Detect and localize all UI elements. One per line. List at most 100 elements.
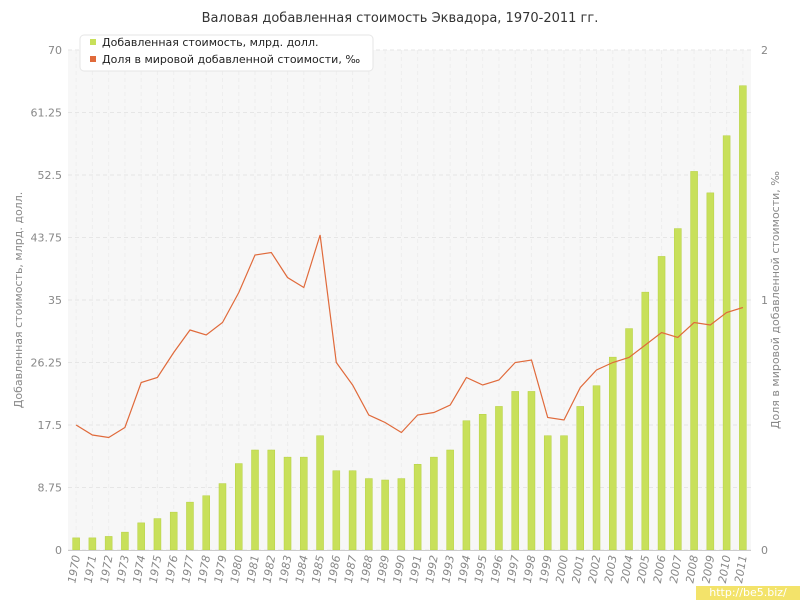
- bar-1973: [121, 531, 129, 551]
- x-tick-label-1999: 1999: [537, 554, 555, 584]
- right-tick-label: 0: [761, 544, 768, 557]
- bar-1986: [332, 470, 341, 551]
- bar-2008: [690, 171, 698, 551]
- bar-2000: [560, 435, 568, 551]
- x-tick-label-2003: 2003: [602, 554, 620, 584]
- legend-box: [79, 34, 374, 72]
- x-tick-label-2000: 2000: [553, 554, 571, 584]
- right-tick-label: 2: [761, 44, 768, 57]
- left-tick-label: 8.75: [38, 482, 63, 495]
- bar-1990: [397, 478, 406, 551]
- x-tick-label-2011: 2011: [732, 554, 750, 584]
- bar-1991: [413, 464, 422, 551]
- x-tick-label-2008: 2008: [683, 554, 701, 584]
- x-tick-label-1976: 1976: [163, 554, 181, 584]
- right-axis-label: Доля в мировой добавленной стоимости, ‰: [769, 171, 782, 429]
- bar-series: [72, 85, 747, 551]
- x-tick-label-2001: 2001: [570, 554, 588, 584]
- left-axis-ticks: 0 8.75 17.5 26.25 35 43.75 52.5 61.25 70: [31, 44, 63, 557]
- x-tick-label-1970: 1970: [65, 554, 83, 584]
- x-tick-label-1996: 1996: [488, 554, 506, 584]
- legend-label-value-added: Добавленная стоимость, млрд. долл.: [102, 36, 318, 49]
- bar-1988: [365, 478, 373, 551]
- legend-label-world-share: Доля в мировой добавленной стоимости, ‰: [102, 53, 360, 66]
- x-tick-label-1980: 1980: [228, 554, 246, 584]
- bar-2007: [674, 228, 682, 551]
- left-tick-label: 35: [48, 294, 62, 307]
- x-tick-label-1988: 1988: [358, 554, 376, 584]
- left-tick-label: 52.5: [38, 169, 63, 182]
- legend-swatch-bar: [90, 39, 96, 45]
- bar-2010: [722, 135, 731, 551]
- left-tick-label: 43.75: [31, 232, 63, 245]
- x-tick-label-2006: 2006: [651, 554, 669, 584]
- bar-1980: [235, 463, 243, 551]
- right-tick-label: 1: [761, 294, 768, 307]
- x-tick-label-1993: 1993: [439, 554, 457, 584]
- bar-1971: [88, 537, 97, 551]
- x-tick-label-1973: 1973: [114, 554, 132, 584]
- x-tick-label-1998: 1998: [521, 554, 539, 584]
- left-axis-label: Добавленная стоимость, млрд. долл.: [12, 192, 25, 408]
- bar-1977: [186, 501, 194, 551]
- left-tick-label: 0: [55, 544, 62, 557]
- bar-1989: [381, 479, 389, 551]
- x-tick-label-1985: 1985: [309, 554, 327, 584]
- x-tick-label-2009: 2009: [700, 554, 718, 584]
- x-tick-label-1987: 1987: [342, 554, 360, 584]
- chart-title: Валовая добавленная стоимость Эквадора, …: [202, 11, 599, 26]
- x-tick-label-1984: 1984: [293, 554, 311, 584]
- bar-1987: [348, 470, 357, 551]
- bar-1996: [495, 406, 503, 551]
- bar-1972: [104, 536, 113, 551]
- x-tick-label-1975: 1975: [147, 554, 165, 584]
- x-tick-label-1981: 1981: [244, 554, 262, 584]
- bar-1997: [511, 391, 519, 551]
- bar-1995: [478, 414, 487, 551]
- bar-2002: [592, 385, 601, 551]
- bar-1994: [462, 420, 471, 551]
- bar-2004: [625, 328, 633, 551]
- bar-1983: [283, 456, 292, 551]
- bar-1974: [137, 522, 145, 551]
- share-line: [75, 234, 744, 439]
- x-tick-label-1971: 1971: [82, 554, 100, 584]
- x-tick-label-1986: 1986: [326, 554, 344, 584]
- x-tick-label-2010: 2010: [716, 554, 734, 584]
- bar-2001: [576, 406, 584, 551]
- bar-1978: [202, 495, 210, 551]
- bar-1981: [251, 449, 259, 551]
- watermark: http://be5.biz/: [696, 586, 800, 600]
- x-tick-label-1990: 1990: [391, 554, 409, 584]
- x-tick-label-1983: 1983: [277, 554, 295, 584]
- bar-1992: [430, 456, 438, 551]
- x-tick-label-1991: 1991: [407, 554, 425, 584]
- legend: Добавленная стоимость, млрд. долл. Доля …: [79, 34, 374, 72]
- bar-1970: [72, 537, 80, 551]
- x-tick-label-2007: 2007: [667, 554, 685, 584]
- bar-2006: [657, 256, 666, 551]
- bar-1976: [169, 511, 178, 551]
- x-tick-label-2002: 2002: [586, 554, 604, 584]
- x-tick-label-2005: 2005: [635, 554, 653, 584]
- bar-1993: [446, 449, 454, 551]
- bar-1999: [543, 435, 552, 551]
- bar-1982: [267, 449, 276, 551]
- bar-2009: [706, 192, 715, 551]
- bar-1985: [316, 435, 324, 551]
- x-tick-label-1974: 1974: [130, 554, 148, 584]
- left-tick-label: 70: [48, 44, 62, 57]
- x-tick-label-1979: 1979: [212, 554, 230, 584]
- bar-1975: [153, 518, 162, 551]
- bar-2003: [609, 356, 617, 551]
- x-tick-label-1978: 1978: [196, 554, 214, 584]
- bar-1984: [300, 456, 308, 551]
- x-tick-label-1994: 1994: [456, 554, 474, 584]
- bar-2011: [739, 85, 747, 551]
- bar-2005: [641, 291, 650, 551]
- x-tick-label-1997: 1997: [504, 554, 522, 584]
- x-tick-label-1977: 1977: [179, 554, 197, 584]
- x-tick-label-2004: 2004: [618, 554, 636, 584]
- left-tick-label: 17.5: [38, 419, 63, 432]
